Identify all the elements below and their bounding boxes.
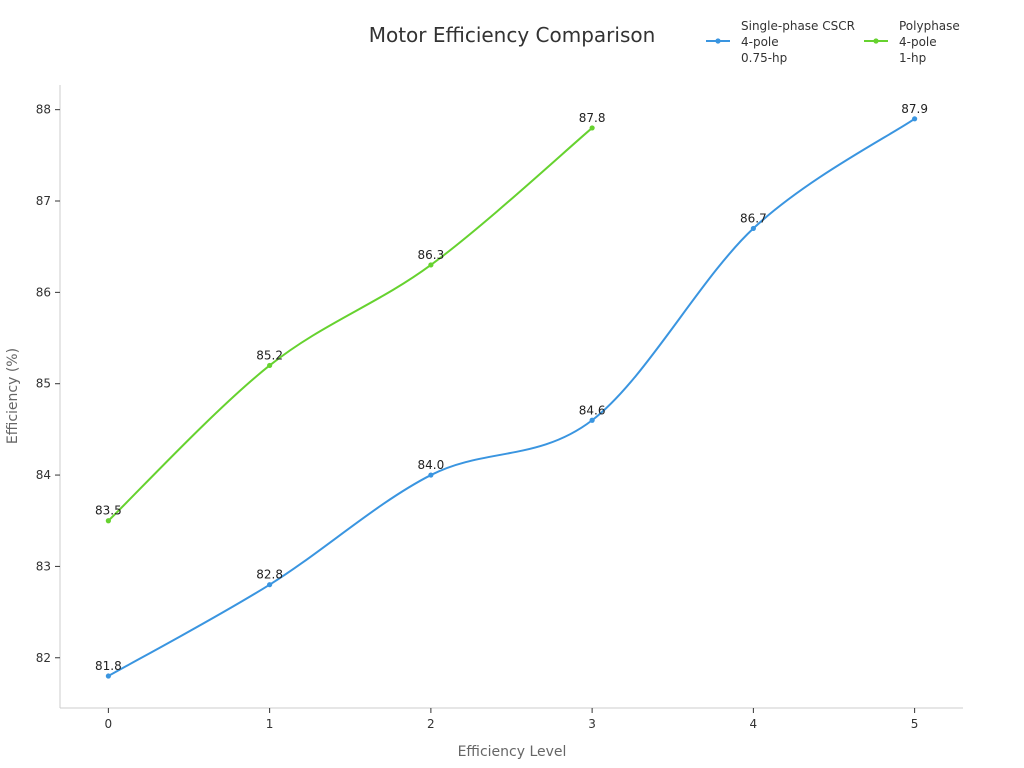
y-tick-label: 88 [36, 103, 51, 117]
series-line [107, 117, 916, 677]
data-label: 84.6 [579, 403, 606, 417]
data-point [267, 582, 273, 588]
x-ticks: 0 1 2 3 4 5 [105, 708, 919, 731]
data-label: 87.8 [579, 111, 606, 125]
x-tick-label: 0 [105, 717, 113, 731]
data-label: 85.2 [256, 348, 283, 362]
x-tick-label: 1 [266, 717, 274, 731]
y-tick-label: 84 [36, 468, 51, 482]
legend-swatch-marker [873, 38, 879, 44]
data-point [912, 116, 918, 122]
legend-label-line: 0.75-hp [741, 51, 787, 65]
series-group: 81.8 82.8 84.0 84.6 86.7 87.9 83.5 85.2 86.3 87.8 [95, 102, 928, 679]
axes [59, 85, 963, 709]
series-line [107, 127, 593, 522]
x-tick-label: 3 [588, 717, 596, 731]
x-tick-label: 2 [427, 717, 435, 731]
legend[interactable]: Single-phase CSCR 4-pole 0.75-hp Polyphase 4… [706, 19, 960, 65]
data-label: 86.3 [418, 248, 445, 262]
legend-label-line: Polyphase [899, 19, 960, 33]
x-tick-label: 4 [750, 717, 758, 731]
legend-item-1[interactable]: Single-phase CSCR 4-pole 0.75-hp [706, 19, 855, 65]
series-2: 83.5 85.2 86.3 87.8 [95, 111, 606, 524]
data-point [589, 417, 595, 423]
legend-item-2[interactable]: Polyphase 4-pole 1-hp [864, 19, 960, 65]
data-point [267, 362, 273, 369]
x-tick-label: 5 [911, 717, 919, 731]
x-axis-title: Efficiency Level [458, 744, 567, 760]
y-tick-label: 87 [36, 194, 51, 208]
y-tick-label: 82 [36, 651, 51, 665]
data-point [428, 472, 434, 478]
data-label: 81.8 [95, 659, 122, 673]
y-tick-label: 85 [36, 377, 51, 391]
y-tick-label: 83 [36, 559, 51, 573]
data-label: 83.5 [95, 504, 122, 518]
series-1: 81.8 82.8 84.0 84.6 86.7 87.9 [95, 102, 928, 679]
data-point [105, 518, 111, 524]
chart-title: Motor Efficiency Comparison [369, 23, 656, 47]
data-point [589, 125, 595, 131]
y-tick-label: 86 [36, 285, 51, 299]
y-axis-title: Efficiency (%) [5, 348, 21, 444]
y-ticks: 82 83 84 85 86 87 88 [36, 103, 60, 665]
legend-label-line: 1-hp [899, 51, 926, 65]
data-point [428, 262, 434, 268]
data-label: 86.7 [740, 211, 767, 225]
legend-swatch-marker [715, 38, 721, 44]
data-label: 84.0 [418, 458, 445, 472]
data-label: 87.9 [901, 102, 928, 116]
legend-label-line: 4-pole [741, 35, 779, 49]
legend-label-line: 4-pole [899, 35, 937, 49]
data-point [750, 225, 756, 232]
legend-label-line: Single-phase CSCR [741, 19, 855, 33]
data-point [105, 673, 111, 679]
data-label: 82.8 [256, 568, 283, 582]
